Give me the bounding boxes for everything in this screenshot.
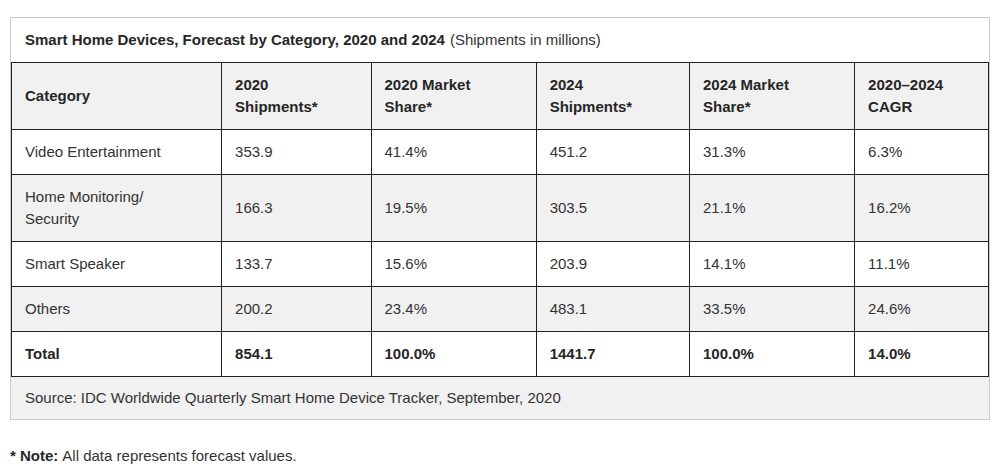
header-row: Category 2020 Shipments* 2020 Market Sha… bbox=[12, 63, 989, 130]
column-header-2020-market-share: 2020 Market Share* bbox=[371, 63, 536, 130]
cell-2020-shipments: 353.9 bbox=[222, 130, 371, 175]
cell-2020-shipments: 854.1 bbox=[222, 332, 371, 377]
cell-2024-market-share: 33.5% bbox=[690, 287, 855, 332]
cell-category: Home Monitoring/ Security bbox=[12, 175, 222, 242]
cell-2020-shipments: 166.3 bbox=[222, 175, 371, 242]
forecast-table: Category 2020 Shipments* 2020 Market Sha… bbox=[11, 62, 989, 377]
cell-2024-shipments: 483.1 bbox=[536, 287, 689, 332]
cell-cagr: 6.3% bbox=[855, 130, 989, 175]
cell-2024-shipments: 203.9 bbox=[536, 242, 689, 287]
column-header-2024-market-share: 2024 Market Share* bbox=[690, 63, 855, 130]
cell-cagr: 16.2% bbox=[855, 175, 989, 242]
column-header-cagr: 2020–2024 CAGR bbox=[855, 63, 989, 130]
table-row-home-monitoring-security: Home Monitoring/ Security 166.3 19.5% 30… bbox=[12, 175, 989, 242]
table-title: Smart Home Devices, Forecast by Category… bbox=[25, 31, 445, 48]
cell-2020-market-share: 100.0% bbox=[371, 332, 536, 377]
cell-category: Total bbox=[12, 332, 222, 377]
footnote: * Note:All data represents forecast valu… bbox=[10, 446, 297, 466]
cell-cagr: 11.1% bbox=[855, 242, 989, 287]
cell-2024-shipments: 303.5 bbox=[536, 175, 689, 242]
cell-2024-market-share: 21.1% bbox=[690, 175, 855, 242]
cell-cagr: 14.0% bbox=[855, 332, 989, 377]
cell-2024-shipments: 1441.7 bbox=[536, 332, 689, 377]
footnote-label: * Note: bbox=[10, 447, 58, 464]
table-row-total: Total 854.1 100.0% 1441.7 100.0% 14.0% bbox=[12, 332, 989, 377]
column-header-2024-shipments: 2024 Shipments* bbox=[536, 63, 689, 130]
table-row-smart-speaker: Smart Speaker 133.7 15.6% 203.9 14.1% 11… bbox=[12, 242, 989, 287]
footnote-text: All data represents forecast values. bbox=[62, 447, 296, 464]
table-subtitle: (Shipments in millions) bbox=[450, 31, 601, 48]
cell-2024-market-share: 31.3% bbox=[690, 130, 855, 175]
cell-category: Others bbox=[12, 287, 222, 332]
column-header-category: Category bbox=[12, 63, 222, 130]
cell-2024-shipments: 451.2 bbox=[536, 130, 689, 175]
forecast-table-panel: Smart Home Devices, Forecast by Category… bbox=[10, 17, 990, 420]
cell-2024-market-share: 100.0% bbox=[690, 332, 855, 377]
table-row-others: Others 200.2 23.4% 483.1 33.5% 24.6% bbox=[12, 287, 989, 332]
cell-category: Video Entertainment bbox=[12, 130, 222, 175]
column-header-2020-shipments: 2020 Shipments* bbox=[222, 63, 371, 130]
cell-2020-market-share: 23.4% bbox=[371, 287, 536, 332]
table-title-row: Smart Home Devices, Forecast by Category… bbox=[11, 18, 989, 62]
source-line: Source: IDC Worldwide Quarterly Smart Ho… bbox=[11, 377, 989, 419]
cell-cagr: 24.6% bbox=[855, 287, 989, 332]
cell-2020-market-share: 19.5% bbox=[371, 175, 536, 242]
cell-category: Smart Speaker bbox=[12, 242, 222, 287]
cell-2024-market-share: 14.1% bbox=[690, 242, 855, 287]
cell-2020-market-share: 41.4% bbox=[371, 130, 536, 175]
cell-2020-shipments: 200.2 bbox=[222, 287, 371, 332]
table-row-video-entertainment: Video Entertainment 353.9 41.4% 451.2 31… bbox=[12, 130, 989, 175]
cell-2020-shipments: 133.7 bbox=[222, 242, 371, 287]
cell-2020-market-share: 15.6% bbox=[371, 242, 536, 287]
